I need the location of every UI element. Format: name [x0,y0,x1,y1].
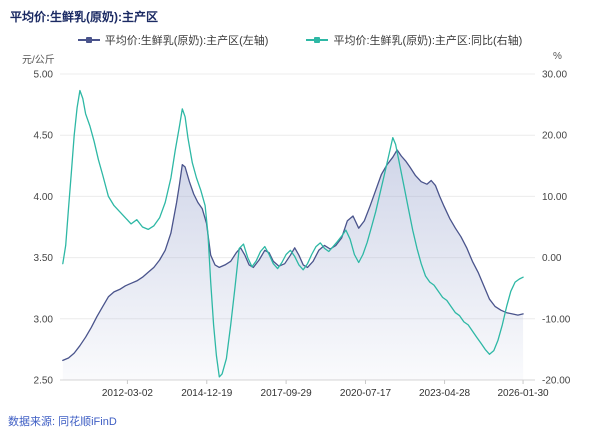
x-axis-tick-label: 2012-03-02 [102,388,154,399]
line-series-marker-icon [306,35,329,45]
left-axis-tick-label: 5.00 [34,70,54,81]
legend-label-yoy: 平均价:生鲜乳(原奶):主产区:同比(右轴) [333,35,523,47]
series-area-0 [62,149,524,380]
left-axis-unit: 元/公斤 [22,55,55,66]
data-source: 数据来源: 同花顺iFinD [8,416,117,428]
right-axis-tick-label: -20.00 [542,376,571,387]
right-axis-tick-label: 30.00 [542,70,567,81]
right-axis-unit: % [553,51,562,62]
x-axis-tick-label: 2017-09-29 [261,388,313,399]
left-axis-tick-label: 3.00 [34,314,54,325]
left-axis-tick-label: 4.00 [34,192,54,203]
left-axis-tick-label: 3.50 [34,253,54,264]
series-line-1 [62,89,524,378]
legend-dot [85,37,92,43]
x-axis-tick-label: 2026-01-30 [497,388,549,399]
right-axis-tick-label: 0.00 [542,253,562,264]
legend: 平均价:生鲜乳(原奶):主产区(左轴) 平均价:生鲜乳(原奶):主产区:同比(右… [0,32,600,48]
legend-item-yoy-right-axis[interactable]: 平均价:生鲜乳(原奶):主产区:同比(右轴) [306,32,522,48]
legend-item-price-left-axis[interactable]: 平均价:生鲜乳(原奶):主产区(左轴) [77,32,269,48]
right-axis-tick-label: 20.00 [542,131,567,142]
legend-label-price: 平均价:生鲜乳(原奶):主产区(左轴) [104,35,269,47]
chart-title: 平均价:生鲜乳(原奶):主产区 [10,10,158,24]
x-axis-tick-label: 2020-07-17 [340,388,392,399]
legend-dot [314,37,321,43]
right-axis-tick-label: -10.00 [542,314,571,325]
left-axis-tick-label: 4.50 [34,131,54,142]
line-series-marker-icon [77,35,100,45]
right-axis-tick-label: 10.00 [542,192,567,203]
x-axis-tick-label: 2014-12-19 [181,388,233,399]
series-line-0 [62,149,524,362]
x-axis-tick-label: 2023-04-28 [419,388,471,399]
left-axis-tick-label: 2.50 [34,376,54,387]
